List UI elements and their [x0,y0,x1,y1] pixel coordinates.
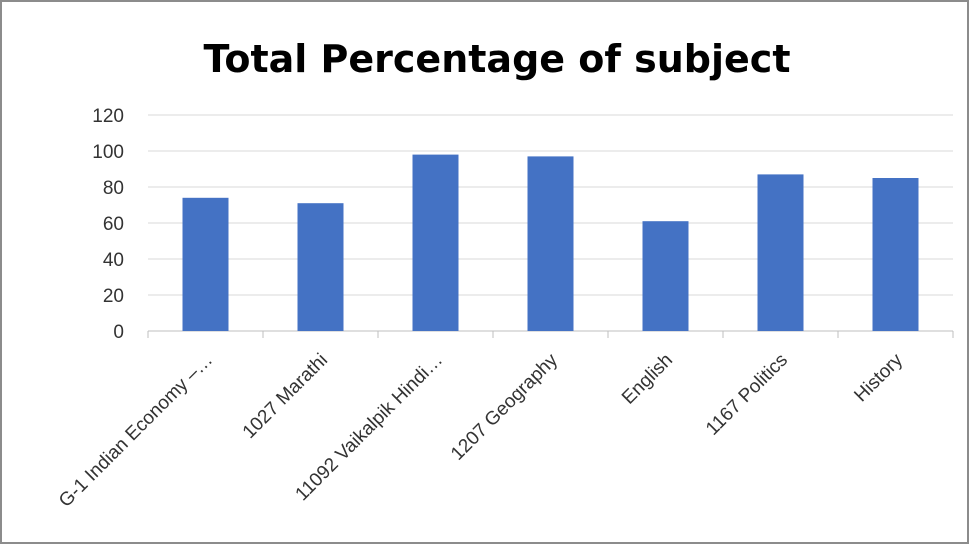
bar [182,197,229,331]
bar [297,203,344,331]
x-tick-label: G-1 Indian Economy –… [55,350,217,512]
y-tick-label: 100 [92,142,124,163]
y-tick-label: 60 [103,214,124,235]
x-tick-label: English [618,350,677,409]
y-axis-ticks: 0 20 40 60 80 100 120 [92,106,124,343]
bar [527,156,574,331]
bar [642,221,689,331]
bar [757,174,804,331]
bars [182,154,919,331]
chart-title: Total Percentage of subject [204,37,791,81]
y-tick-label: 0 [113,322,124,343]
x-tick-label: History [850,349,907,406]
y-tick-label: 20 [103,286,124,307]
bar [872,178,919,331]
y-tick-label: 40 [103,250,124,271]
x-tick-label: 1167 Politics [702,350,792,440]
x-tick-label: 1207 Geography [447,349,562,464]
x-axis [147,331,954,338]
y-tick-label: 80 [103,178,124,199]
x-tick-label: 1027 Marathi [239,350,332,443]
y-tick-label: 120 [92,106,124,127]
bar [412,154,459,331]
